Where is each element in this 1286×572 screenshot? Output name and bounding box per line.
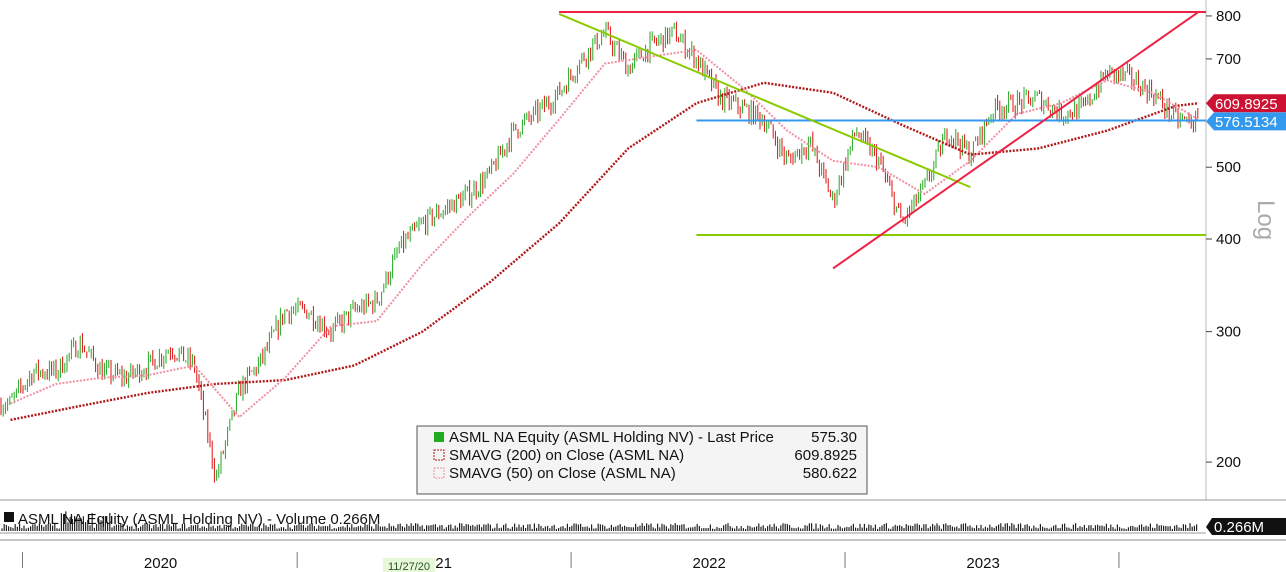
trend-annotations [558, 10, 1206, 270]
price-tag [1206, 94, 1286, 113]
moving-averages [10, 48, 1200, 422]
y-tick-label: 200 [1216, 454, 1241, 471]
volume-tag [1206, 518, 1286, 535]
legend-value: 609.8925 [794, 447, 857, 464]
volume-label: ASML NA Equity (ASML Holding NV) - Volum… [18, 511, 380, 528]
trendline [558, 13, 971, 189]
axis-scale-label: Log [1252, 200, 1279, 240]
date-marker-box [383, 558, 436, 572]
x-tick-label: 2022 [693, 555, 726, 572]
legend: ASML NA Equity (ASML Holding NV) - Last … [416, 425, 868, 495]
price-tag-label: 576.5134 [1215, 114, 1278, 131]
legend-label: ASML NA Equity (ASML Holding NV) - Last … [449, 429, 774, 446]
legend-swatch [433, 449, 445, 461]
legend-swatch [433, 467, 445, 479]
legend-swatch [434, 432, 444, 442]
y-tick-label: 300 [1216, 324, 1241, 341]
x-tick-label: 2023 [966, 555, 999, 572]
sma50-line [10, 48, 1200, 419]
volume-panel: ASML NA Equity (ASML Holding NV) - Volum… [0, 499, 1286, 536]
legend-value: 580.622 [803, 465, 857, 482]
price-tag [1206, 112, 1286, 131]
y-tick-label: 400 [1216, 231, 1241, 248]
legend-box [416, 425, 868, 495]
y-tick-label: 700 [1216, 51, 1241, 68]
volume-tag-label: 0.266M [1214, 519, 1264, 536]
price-candles [0, 21, 1199, 483]
price-tag-label: 609.8925 [1215, 96, 1278, 113]
legend-value: 575.30 [811, 429, 857, 446]
y-tick-label: 800 [1216, 8, 1241, 25]
legend-label: SMAVG (50) on Close (ASML NA) [449, 465, 676, 482]
y-axis: 200 300 400 500 700 800 Log [1206, 8, 1279, 471]
date-marker: 11/27/20 [388, 561, 430, 572]
volume-swatch [4, 512, 14, 522]
legend-label: SMAVG (200) on Close (ASML NA) [449, 447, 684, 464]
sma200-line [10, 81, 1199, 422]
y-tick-label: 500 [1216, 159, 1241, 176]
x-tick-label: 2020 [144, 555, 177, 572]
trendline [832, 11, 1200, 270]
